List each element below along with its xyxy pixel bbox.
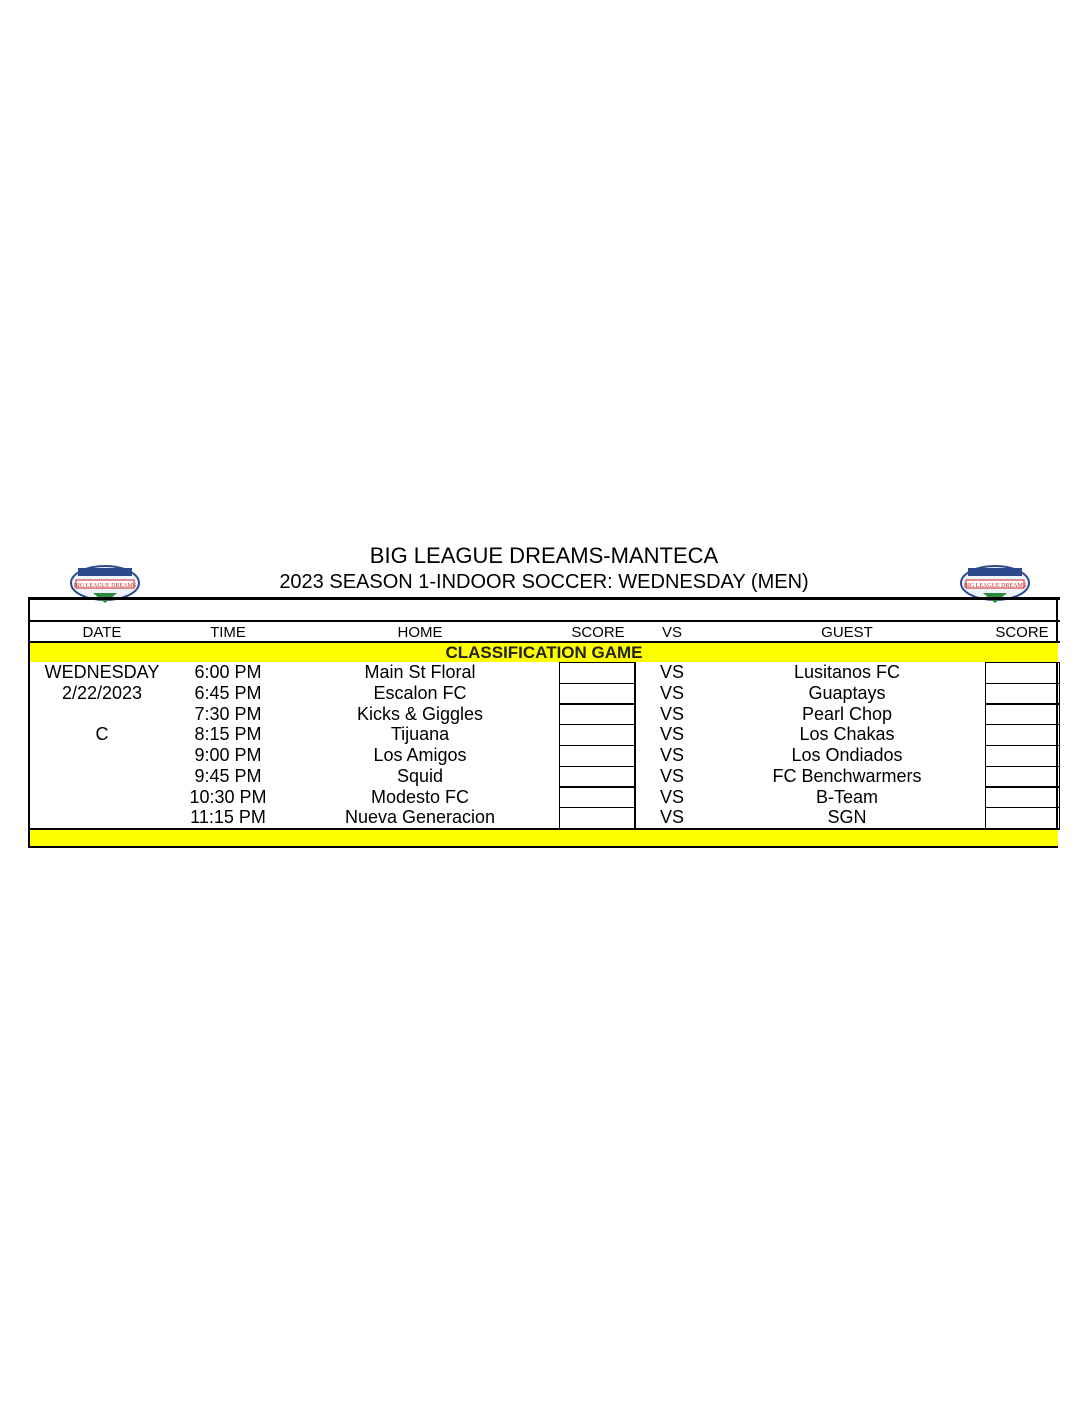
header-vs: VS: [661, 624, 682, 641]
date-cell: 2/22/2023: [61, 682, 143, 703]
home-score-box[interactable]: [559, 703, 635, 725]
game-time: 9:45 PM: [194, 765, 262, 786]
header-time: TIME: [210, 624, 246, 641]
guest-score-box[interactable]: [985, 724, 1060, 746]
svg-text:BIG LEAGUE DREAMS: BIG LEAGUE DREAMS: [964, 583, 1026, 589]
home-score-box[interactable]: [559, 765, 635, 788]
guest-score-box[interactable]: [985, 662, 1060, 684]
vs-label: VS: [659, 765, 684, 786]
vs-label: VS: [659, 682, 684, 703]
vs-label: VS: [659, 703, 684, 724]
header-home: HOME: [397, 624, 443, 641]
schedule-table: [28, 597, 1058, 848]
guest-team: Los Ondiados: [791, 745, 903, 765]
home-team: Squid: [396, 765, 444, 786]
svg-text:BIG LEAGUE DREAMS: BIG LEAGUE DREAMS: [74, 583, 136, 589]
divider: [28, 597, 68, 600]
guest-team: FC Benchwarmers: [772, 765, 922, 786]
header-guest: GUEST: [821, 624, 873, 641]
vs-label: VS: [659, 662, 684, 682]
home-score-box[interactable]: [559, 807, 635, 829]
guest-score-box[interactable]: [985, 765, 1060, 788]
home-team: Nueva Generacion: [344, 807, 496, 828]
divider: [634, 662, 636, 828]
date-cell: [32, 703, 172, 724]
guest-score-box[interactable]: [985, 703, 1060, 725]
vs-label: VS: [659, 745, 684, 765]
guest-team: B-Team: [815, 786, 878, 807]
guest-team: SGN: [827, 807, 867, 828]
game-time: 6:00 PM: [194, 662, 262, 682]
game-time: 11:15 PM: [190, 807, 266, 828]
home-team: Modesto FC: [370, 786, 470, 807]
home-team: Los Amigos: [373, 745, 467, 765]
game-time: 9:00 PM: [194, 745, 262, 765]
date-column: WEDNESDAY 2/22/2023 C: [32, 662, 172, 745]
guest-team: Lusitanos FC: [793, 662, 901, 682]
divider: [28, 620, 1060, 622]
section-banner: CLASSIFICATION GAME: [30, 643, 1058, 662]
vs-label: VS: [659, 807, 684, 828]
big-league-dreams-logo-right: BIG LEAGUE DREAMS: [960, 565, 1030, 603]
header-guest-score: SCORE: [995, 624, 1049, 641]
guest-team: Guaptays: [808, 682, 886, 703]
game-time: 8:15 PM: [194, 724, 262, 745]
vs-label: VS: [659, 786, 684, 807]
home-score-box[interactable]: [559, 682, 635, 705]
guest-team: Los Chakas: [799, 724, 895, 745]
divider: [28, 828, 1060, 830]
header-home-score: SCORE: [571, 624, 625, 641]
home-team: Tijuana: [390, 724, 450, 745]
home-team: Kicks & Giggles: [356, 703, 484, 724]
guest-team: Pearl Chop: [801, 703, 893, 724]
home-score-box[interactable]: [559, 786, 635, 808]
header-date: DATE: [82, 624, 122, 641]
guest-score-box[interactable]: [985, 807, 1060, 829]
date-cell: WEDNESDAY: [44, 662, 160, 682]
divider: [1032, 597, 1060, 600]
home-score-box[interactable]: [559, 662, 635, 684]
guest-score-box[interactable]: [985, 745, 1060, 767]
guest-score-box[interactable]: [985, 786, 1060, 808]
game-time: 6:45 PM: [194, 682, 262, 703]
game-time: 7:30 PM: [194, 703, 262, 724]
footer-banner: [30, 830, 1058, 846]
game-time: 10:30 PM: [189, 786, 267, 807]
divider: [28, 641, 1060, 643]
vs-label: VS: [659, 724, 684, 745]
home-team: Main St Floral: [364, 662, 476, 682]
page-title: BIG LEAGUE DREAMS-MANTECA: [369, 543, 719, 568]
home-score-box[interactable]: [559, 745, 635, 767]
home-team: Escalon FC: [373, 682, 467, 703]
page-subtitle: 2023 SEASON 1-INDOOR SOCCER: WEDNESDAY (…: [279, 571, 809, 593]
home-score-box[interactable]: [559, 724, 635, 746]
date-cell: C: [95, 724, 109, 745]
guest-score-box[interactable]: [985, 682, 1060, 705]
